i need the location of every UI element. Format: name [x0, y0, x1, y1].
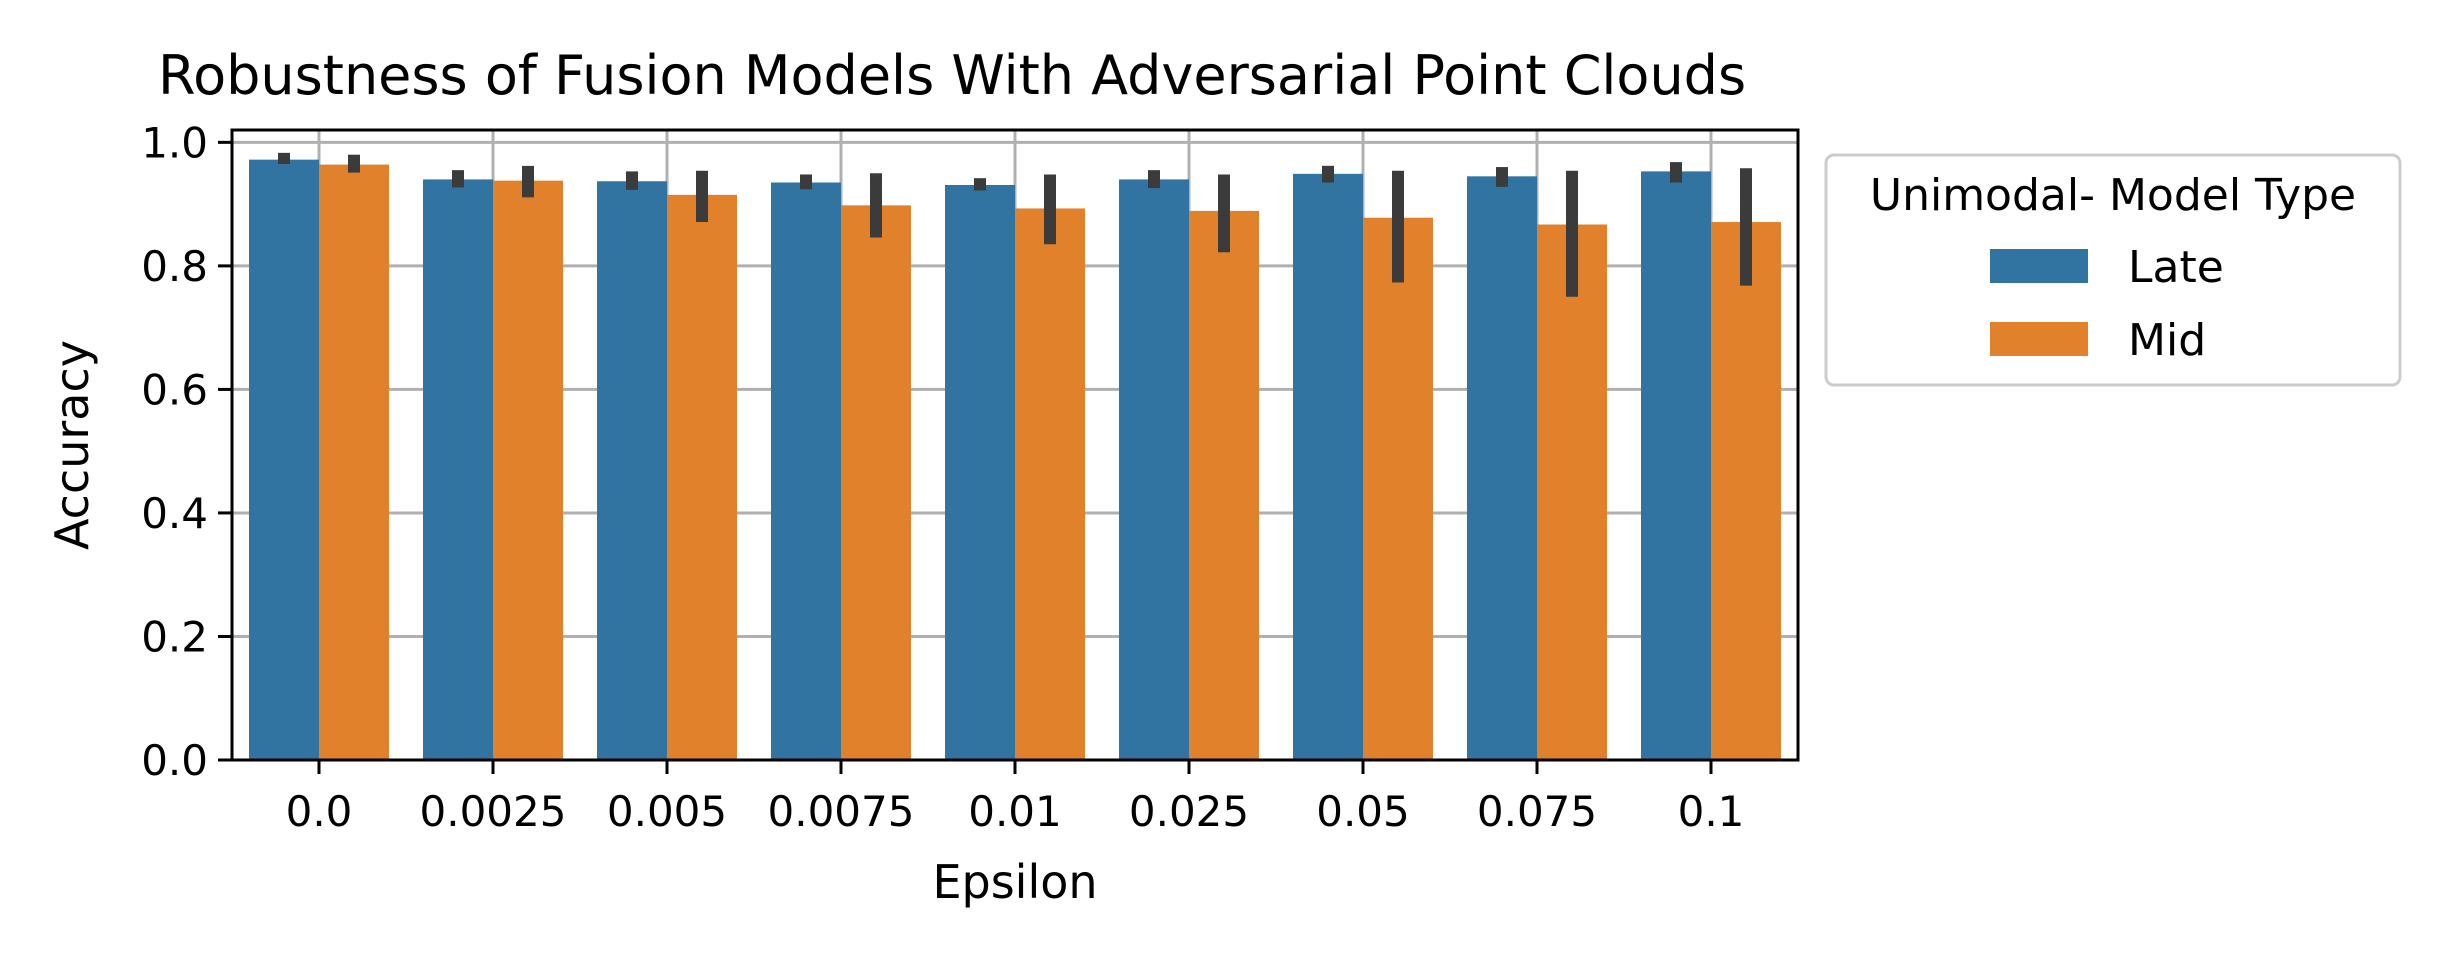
error-bars — [278, 152, 1752, 297]
bar-mid — [1537, 224, 1607, 760]
legend-swatch-mid — [1990, 322, 2088, 356]
x-tick-label: 0.075 — [1477, 787, 1597, 836]
legend-label-mid: Mid — [2128, 315, 2206, 366]
bar-late — [945, 184, 1015, 760]
bar-mid — [319, 164, 389, 760]
bar-mid — [1015, 208, 1085, 761]
legend-label-late: Late — [2128, 242, 2224, 293]
bar-mid — [1363, 217, 1433, 761]
x-tick-label: 0.0025 — [420, 787, 567, 836]
x-tick-label: 0.05 — [1316, 787, 1410, 836]
bar-late — [1293, 173, 1363, 761]
bar-late — [423, 179, 493, 761]
bar-mid — [1189, 210, 1259, 761]
bar-mid — [1711, 222, 1781, 760]
bar-late — [1641, 171, 1711, 761]
bar-mid — [667, 194, 737, 761]
x-tick-label: 0.0 — [286, 787, 353, 836]
y-tick-label: 1.0 — [141, 118, 208, 167]
y-tick-label: 0.8 — [141, 242, 208, 291]
bar-mid — [841, 205, 911, 761]
bar-late — [249, 159, 319, 760]
y-tick-label: 0.6 — [141, 365, 208, 414]
x-axis-label: Epsilon — [932, 855, 1097, 909]
x-tick-label: 0.1 — [1678, 787, 1745, 836]
legend-box — [1824, 153, 2402, 387]
x-tick-label: 0.01 — [968, 787, 1062, 836]
bar-late — [1119, 179, 1189, 761]
chart-title: Robustness of Fusion Models With Adversa… — [158, 44, 1746, 107]
bars — [249, 159, 1781, 761]
bar-late — [771, 182, 841, 760]
x-tick-label: 0.0075 — [768, 787, 915, 836]
legend-title: Unimodal- Model Type — [1870, 170, 2356, 221]
y-axis-ticks: 0.0 0.2 0.4 0.6 0.8 1.0 — [141, 118, 232, 785]
legend: Unimodal- Model Type Late Mid — [1824, 153, 2402, 387]
x-axis-ticks: 0.0 0.0025 0.005 0.0075 0.01 0.025 0.05 0.075 0.… — [286, 760, 1745, 836]
y-tick-label: 0.4 — [141, 489, 208, 538]
bar-late — [1467, 176, 1537, 760]
y-axis-label: Accuracy — [45, 340, 99, 550]
x-tick-label: 0.005 — [607, 787, 727, 836]
bar-late — [597, 181, 667, 760]
y-tick-label: 0.2 — [141, 612, 208, 661]
x-tick-label: 0.025 — [1129, 787, 1249, 836]
legend-swatch-late — [1990, 249, 2088, 283]
bar-mid — [493, 180, 563, 760]
y-tick-label: 0.0 — [141, 736, 208, 785]
